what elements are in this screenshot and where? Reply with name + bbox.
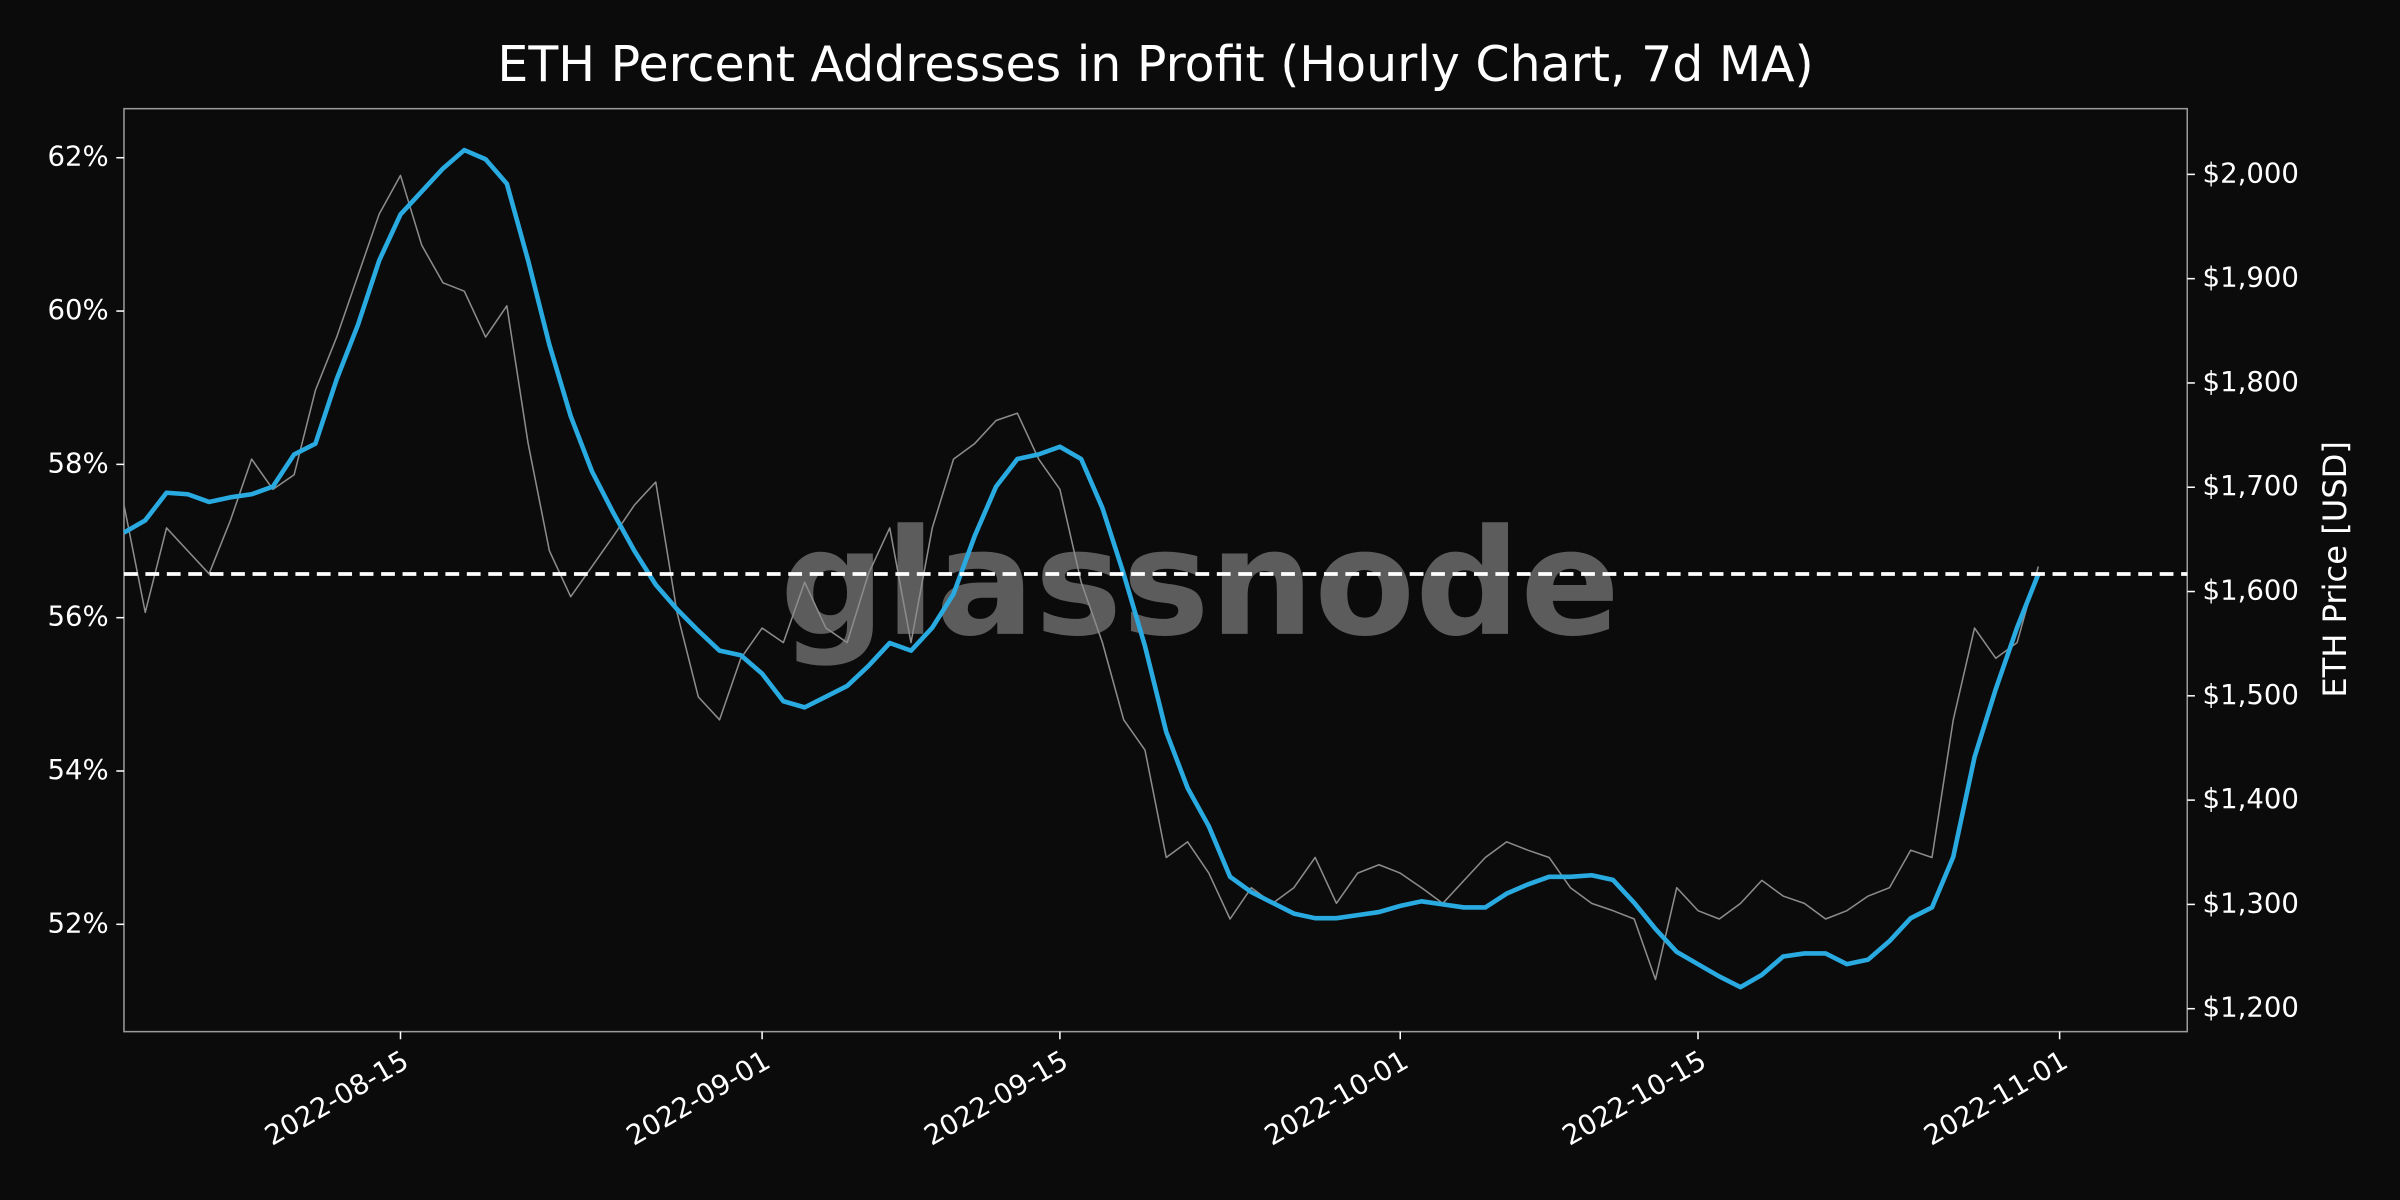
y2-tick-label: $1,800	[2203, 366, 2299, 398]
y-tick-label: 58%	[47, 447, 108, 479]
y-tick-label: 56%	[47, 601, 108, 633]
watermark: glassnode	[780, 498, 1620, 669]
y2-tick-label: $1,700	[2203, 470, 2299, 502]
y-tick-label: 54%	[47, 754, 108, 786]
chart-title: ETH Percent Addresses in Profit (Hourly …	[497, 36, 1813, 93]
y2-tick-label: $1,300	[2203, 887, 2299, 919]
y2-tick-label: $1,600	[2203, 575, 2299, 607]
y-tick-label: 52%	[47, 907, 108, 939]
y-tick-label: 60%	[47, 294, 108, 326]
y2-tick-label: $1,900	[2203, 262, 2299, 294]
y2-tick-label: $1,200	[2203, 992, 2299, 1024]
plot-frame	[123, 107, 2189, 1033]
series-line	[123, 174, 2040, 981]
y-tick-label: 62%	[47, 141, 108, 173]
y2-axis-label: ETH Price [USD]	[2316, 441, 2354, 698]
series-line	[122, 147, 2041, 990]
y2-tick-label: $1,500	[2203, 679, 2299, 711]
y2-tick-label: $2,000	[2203, 157, 2299, 189]
y2-tick-label: $1,400	[2203, 783, 2299, 815]
